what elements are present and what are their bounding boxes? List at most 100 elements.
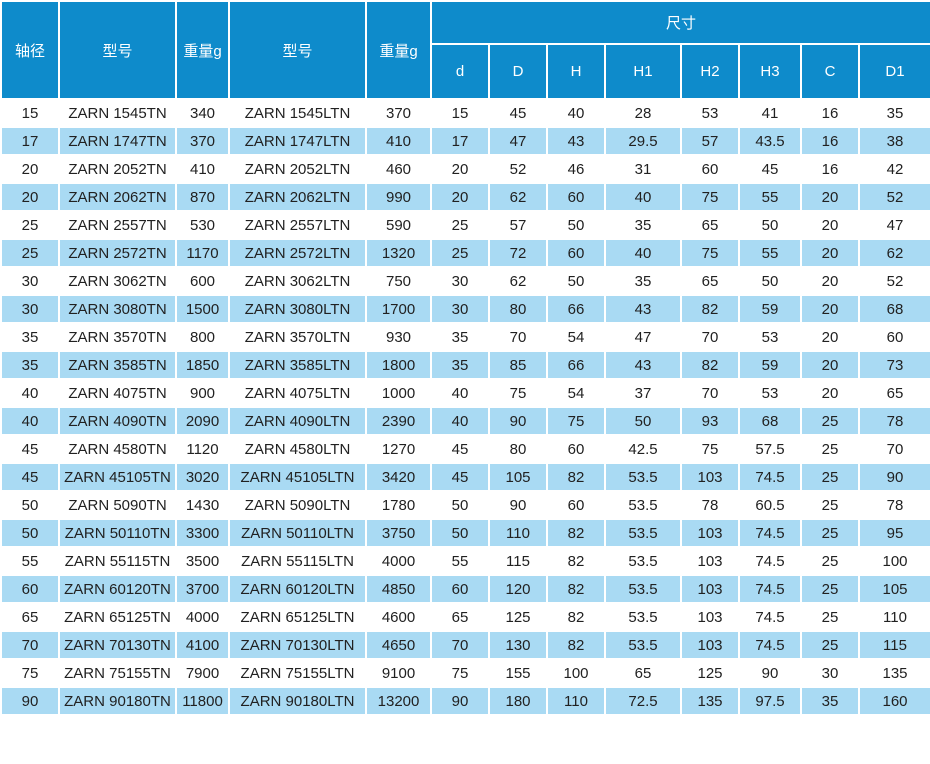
table-cell: 55	[430, 546, 490, 576]
table-cell: 1320	[365, 238, 432, 268]
table-cell: 68	[857, 294, 930, 324]
table-row: 50 ZARN 5090TN 1430 ZARN 5090LTN 1780 50 90 60 5…	[0, 490, 930, 520]
col-header-model-2: 型号	[228, 0, 367, 100]
table-cell: 25	[800, 490, 860, 520]
table-cell: 82	[680, 350, 740, 380]
table-cell: 75	[0, 658, 60, 688]
table-cell: 75	[680, 182, 740, 212]
table-row: 35 ZARN 3585TN 1850 ZARN 3585LTN 1800 35 85 66 4…	[0, 350, 930, 380]
table-cell: 90	[488, 406, 548, 436]
table-cell: 53.5	[604, 602, 682, 632]
table-row: 15 ZARN 1545TN 340 ZARN 1545LTN 370 15 45 40 28 5…	[0, 98, 930, 128]
table-cell: 105	[857, 574, 930, 604]
table-cell: ZARN 3585LTN	[228, 350, 367, 380]
table-cell: ZARN 4075TN	[58, 378, 177, 408]
table-cell: 135	[680, 686, 740, 716]
table-cell: 43	[604, 350, 682, 380]
table-cell: 41	[738, 98, 802, 128]
table-cell: 17	[0, 126, 60, 156]
table-cell: 50	[0, 518, 60, 548]
table-cell: 70	[680, 378, 740, 408]
table-cell: 82	[680, 294, 740, 324]
table-cell: 100	[857, 546, 930, 576]
table-cell: 45	[430, 462, 490, 492]
table-cell: 130	[488, 630, 548, 660]
table-cell: 16	[800, 154, 860, 184]
table-cell: ZARN 2052TN	[58, 154, 177, 184]
table-cell: 50	[430, 490, 490, 520]
table-cell: 340	[175, 98, 230, 128]
table-cell: 78	[680, 490, 740, 520]
table-cell: 53.5	[604, 518, 682, 548]
table-cell: 1850	[175, 350, 230, 380]
table-cell: 65	[0, 602, 60, 632]
table-cell: 82	[546, 462, 606, 492]
table-cell: 82	[546, 574, 606, 604]
table-cell: 75	[430, 658, 490, 688]
table-cell: 50	[0, 490, 60, 520]
table-cell: 68	[738, 406, 802, 436]
table-cell: 75	[546, 406, 606, 436]
header-row-dimensions: d D H H1 H2 H3 C D1	[1, 43, 930, 100]
table-cell: ZARN 1747LTN	[228, 126, 367, 156]
table-cell: 900	[175, 378, 230, 408]
table-cell: 460	[365, 154, 432, 184]
table-cell: 25	[800, 406, 860, 436]
col-header-shaft-diameter: 轴径	[0, 0, 60, 100]
table-cell: 35	[857, 98, 930, 128]
table-cell: 20	[0, 182, 60, 212]
table-cell: ZARN 5090TN	[58, 490, 177, 520]
table-cell: 70	[0, 630, 60, 660]
table-cell: 82	[546, 546, 606, 576]
table-cell: 47	[604, 322, 682, 352]
col-header-H2: H2	[680, 43, 740, 100]
table-cell: 55	[738, 238, 802, 268]
table-cell: 45	[738, 154, 802, 184]
table-cell: 410	[175, 154, 230, 184]
table-cell: 75	[680, 434, 740, 464]
table-cell: 930	[365, 322, 432, 352]
table-cell: 20	[430, 154, 490, 184]
table-cell: 53.5	[604, 490, 682, 520]
table-cell: ZARN 60120LTN	[228, 574, 367, 604]
table-cell: 1000	[365, 378, 432, 408]
table-cell: 42	[857, 154, 930, 184]
table-cell: 35	[430, 350, 490, 380]
table-cell: 30	[800, 658, 860, 688]
table-cell: 53.5	[604, 546, 682, 576]
table-cell: ZARN 70130LTN	[228, 630, 367, 660]
table-cell: 62	[488, 182, 548, 212]
table-cell: 70	[488, 322, 548, 352]
table-cell: 1700	[365, 294, 432, 324]
table-cell: ZARN 60120TN	[58, 574, 177, 604]
table-cell: 85	[488, 350, 548, 380]
table-cell: ZARN 90180TN	[58, 686, 177, 716]
table-cell: 53	[738, 378, 802, 408]
table-cell: 60	[0, 574, 60, 604]
table-cell: 45	[488, 98, 548, 128]
table-cell: 155	[488, 658, 548, 688]
table-cell: 11800	[175, 686, 230, 716]
table-cell: 45	[0, 462, 60, 492]
table-cell: 600	[175, 266, 230, 296]
table-row: 70 ZARN 70130TN 4100 ZARN 70130LTN 4650 70 130…	[0, 630, 930, 660]
table-cell: 370	[365, 98, 432, 128]
table-cell: 15	[430, 98, 490, 128]
table-cell: 50	[546, 266, 606, 296]
table-cell: 55	[0, 546, 60, 576]
table-cell: 50	[430, 518, 490, 548]
table-cell: 80	[488, 294, 548, 324]
table-cell: 20	[800, 350, 860, 380]
table-row: 20 ZARN 2052TN 410 ZARN 2052LTN 460 20 52 46 31 6…	[0, 154, 930, 184]
table-cell: ZARN 3585TN	[58, 350, 177, 380]
table-cell: 42.5	[604, 434, 682, 464]
table-cell: 103	[680, 518, 740, 548]
table-cell: ZARN 4090TN	[58, 406, 177, 436]
table-cell: 110	[488, 518, 548, 548]
table-cell: 60	[680, 154, 740, 184]
table-row: 75 ZARN 75155TN 7900 ZARN 75155LTN 9100 75 155…	[0, 658, 930, 688]
table-row: 40 ZARN 4090TN 2090 ZARN 4090LTN 2390 40 90 75 5…	[0, 406, 930, 436]
table-cell: 25	[800, 518, 860, 548]
table-cell: 3420	[365, 462, 432, 492]
bearing-spec-table: 轴径 型号 重量g 型号 重量g 尺寸 d D H H1 H2 H3 C D1 …	[0, 0, 930, 716]
